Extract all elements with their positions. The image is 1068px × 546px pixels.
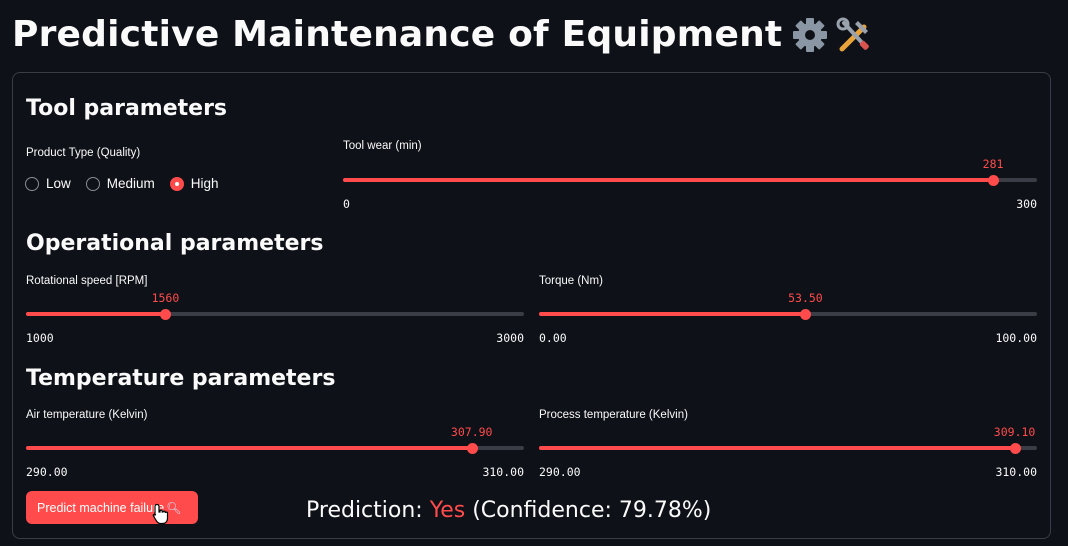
- slider-min: 0: [343, 197, 350, 211]
- slider-thumb[interactable]: [160, 309, 172, 320]
- radio-circle-selected[interactable]: [169, 176, 184, 191]
- air-temperature-label: Air temperature (Kelvin): [26, 409, 148, 421]
- slider-thumb[interactable]: [1009, 443, 1021, 454]
- slider-min: 290.00: [539, 465, 581, 479]
- slider-thumb[interactable]: [800, 309, 812, 320]
- product-type-label: Product Type (Quality): [26, 147, 141, 159]
- prediction-confidence: (Confidence: 79.78%): [465, 498, 712, 523]
- operational-parameters-heading: Operational parameters: [26, 231, 324, 256]
- process-temperature-slider[interactable]: 309.10 290.00 310.00: [539, 418, 1037, 479]
- slider-fill: [26, 446, 472, 450]
- page-title: Predictive Maintenance of Equipment: [12, 14, 874, 55]
- radio-circle[interactable]: [25, 176, 39, 191]
- slider-fill: [343, 178, 994, 182]
- radio-label: High: [190, 176, 219, 191]
- slider-value: 53.50: [788, 291, 823, 305]
- rotational-speed-label: Rotational speed [RPM]: [26, 275, 148, 287]
- product-type-radio-group: Low Medium High: [25, 176, 234, 191]
- temperature-parameters-heading: Temperature parameters: [26, 366, 336, 391]
- tools-icon: [834, 15, 874, 55]
- slider-max: 310.00: [995, 465, 1037, 479]
- prediction-value: Yes: [429, 498, 466, 523]
- tool-parameters-heading: Tool parameters: [26, 96, 228, 121]
- radio-option-medium[interactable]: Medium: [85, 176, 155, 191]
- torque-slider[interactable]: 53.50 0.00 100.00: [539, 284, 1037, 345]
- radio-option-low[interactable]: Low: [25, 176, 71, 191]
- slider-max: 3000: [496, 331, 524, 345]
- page-title-text: Predictive Maintenance of Equipment: [12, 14, 783, 55]
- slider-max: 310.00: [482, 465, 524, 479]
- slider-track[interactable]: [26, 312, 524, 316]
- air-temperature-slider[interactable]: 307.90 290.00 310.00: [26, 418, 524, 479]
- hand-cursor-icon: [152, 503, 169, 525]
- slider-fill: [26, 312, 166, 316]
- torque-label: Torque (Nm): [539, 275, 603, 287]
- tool-wear-label: Tool wear (min): [343, 140, 422, 152]
- parameters-panel: [12, 72, 1051, 539]
- prediction-prefix: Prediction:: [306, 498, 430, 523]
- slider-value: 309.10: [993, 425, 1036, 439]
- predict-button[interactable]: Predict machine failure 🔍︎: [26, 491, 198, 524]
- radio-label: Medium: [106, 176, 155, 191]
- slider-min: 290.00: [26, 465, 68, 479]
- radio-circle[interactable]: [85, 176, 100, 191]
- process-temperature-label: Process temperature (Kelvin): [539, 409, 688, 421]
- gear-icon: [790, 15, 830, 55]
- magnifier-icon: 🔍︎: [166, 500, 182, 515]
- radio-label: Low: [46, 176, 71, 191]
- slider-thumb[interactable]: [466, 443, 478, 454]
- slider-value: 281: [982, 157, 1004, 171]
- slider-max: 300: [1016, 197, 1037, 211]
- slider-min: 1000: [26, 331, 54, 345]
- slider-thumb[interactable]: [988, 175, 1000, 186]
- slider-value: 1560: [151, 291, 180, 305]
- predict-button-label: Predict machine failure: [37, 500, 165, 515]
- slider-min: 0.00: [539, 331, 567, 345]
- slider-fill: [539, 312, 806, 316]
- prediction-result: Prediction: Yes (Confidence: 79.78%): [306, 498, 711, 523]
- radio-option-high[interactable]: High: [169, 176, 219, 191]
- slider-fill: [539, 446, 1015, 450]
- slider-value: 307.90: [450, 425, 493, 439]
- rotational-speed-slider[interactable]: 1560 1000 3000: [26, 284, 524, 345]
- slider-max: 100.00: [995, 331, 1037, 345]
- tool-wear-slider[interactable]: 281 0 300: [343, 150, 1037, 211]
